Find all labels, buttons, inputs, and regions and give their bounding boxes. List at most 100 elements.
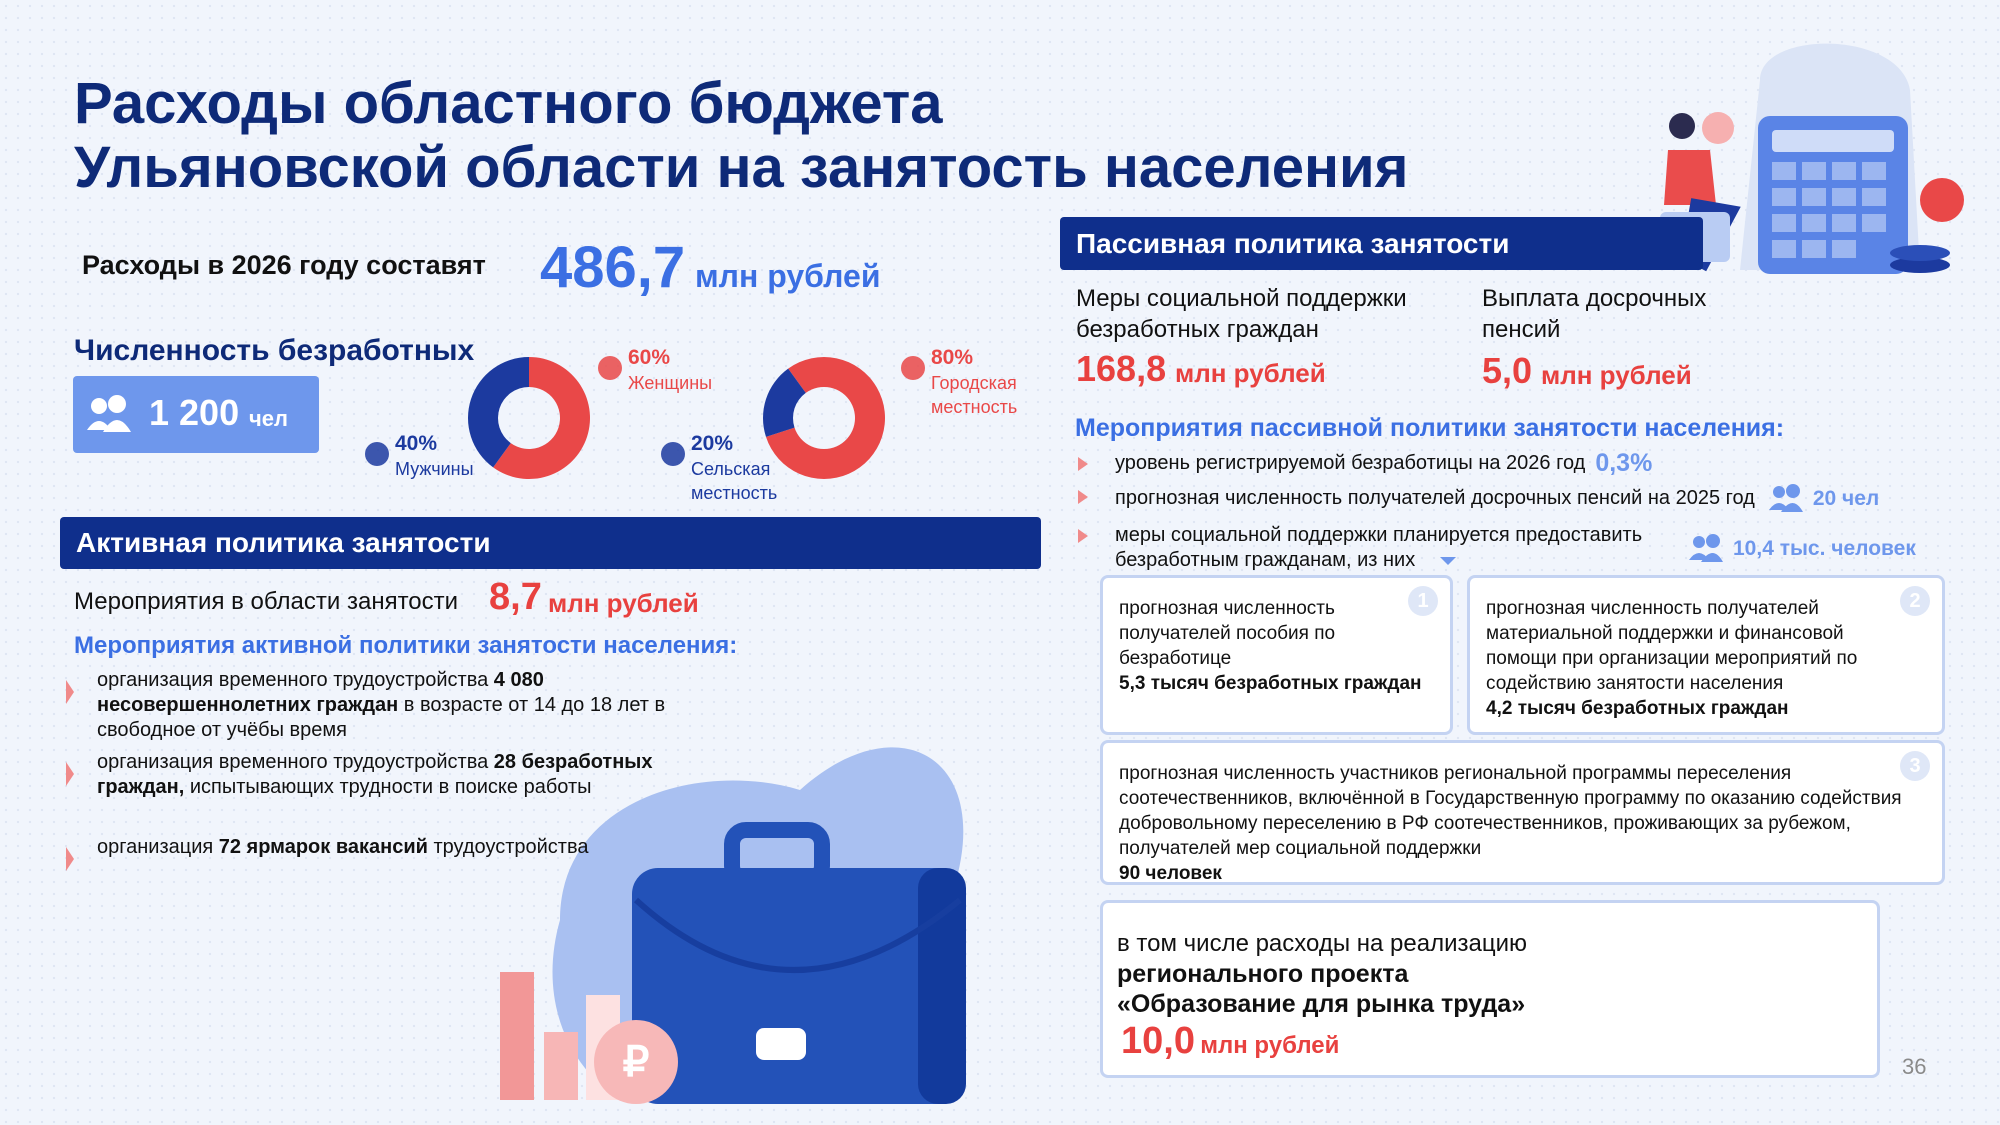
info-box: 3 прогнозная численность участников регио…	[1100, 740, 1945, 885]
bullet-text: организация временного трудоустройства	[97, 751, 494, 773]
bullet-text: испытывающих трудности в поиске работы	[184, 776, 592, 798]
lock	[756, 1028, 806, 1060]
support-unit: млн рублей	[1175, 358, 1326, 388]
box-text: прогнозная численность получателей пособ…	[1119, 598, 1336, 669]
bullet-text: трудоустройства	[427, 836, 589, 858]
coins	[1890, 257, 1950, 273]
donut-value: 60%	[628, 346, 671, 369]
bullet-marker	[1078, 529, 1088, 543]
pensions-unit: млн рублей	[1541, 360, 1692, 390]
bullet-marker	[66, 847, 74, 871]
total-value: 486,7	[540, 235, 686, 300]
pensions-value: 5,0	[1482, 350, 1533, 391]
bullet-marker	[1078, 490, 1088, 504]
donut-value: 80%	[931, 346, 974, 369]
coins	[1890, 245, 1950, 261]
count-unit: чел	[249, 406, 288, 431]
passive-row: уровень регистрируемой безработицы на 20…	[1115, 451, 1652, 476]
donut-label: Сельская местность	[691, 459, 778, 503]
passive-text: уровень регистрируемой безработицы на 20…	[1115, 452, 1586, 474]
project-value: 10,0	[1121, 1020, 1195, 1062]
donut-value: 40%	[395, 432, 438, 455]
bullet-text: 4 080 несовершеннолетних граждан	[97, 669, 544, 716]
project-text: в том числе расходы на реализацию	[1117, 930, 1527, 957]
coin-sign: ₽	[623, 1038, 650, 1085]
bullet-text: 72 ярмарок вакансий	[218, 836, 428, 858]
support-value: 168,8	[1076, 348, 1167, 389]
donut-value: 20%	[691, 432, 734, 455]
passive-row: меры социальной поддержки планируется пр…	[1115, 523, 1916, 573]
donut-label: Женщины	[628, 373, 713, 393]
bullet-text: организация временного трудоустройства	[97, 669, 494, 691]
bullet-marker	[66, 762, 74, 786]
active-heading: Активная политика занятости	[60, 517, 1041, 569]
project-title: «Образование для рынка труда»	[1117, 990, 1526, 1018]
active-measures-unit: млн рублей	[548, 588, 699, 618]
active-measures-label: Мероприятия в области занятости	[74, 588, 459, 615]
logo-name: НАЦИОНАЛЬНЫЕ ПРОЕКТЫ РОССИИ	[1756, 942, 1872, 987]
bullet-marker	[66, 680, 74, 704]
coin	[594, 1020, 678, 1104]
passive-subheading: Мероприятия пассивной политики занятости…	[1075, 414, 1785, 442]
person-body	[1664, 150, 1716, 205]
active-subheading: Мероприятия активной политики занятости …	[74, 632, 738, 659]
passive-value: 20 чел	[1812, 486, 1880, 510]
people-icon	[1768, 484, 1803, 512]
passive-heading: Пассивная политика занятости	[1060, 217, 1703, 270]
case	[632, 868, 962, 1104]
unemployed-title: Численность безработных	[74, 334, 475, 367]
project-box: в том числе расходы на реализацию регион…	[1100, 900, 1880, 1078]
logo-line: НАЦИОНАЛЬНЫЕ	[1756, 942, 1872, 957]
donut-icon	[901, 356, 925, 380]
bullet: организация 72 ярмарок вакансий трудоуст…	[97, 835, 697, 860]
title: Расходы областного бюджета	[74, 71, 943, 136]
count-box: 1 200 чел	[73, 376, 319, 453]
passive-text: прогнозная численность получателей досро…	[1115, 486, 1755, 509]
passive-text: меры социальной поддержки планируется пр…	[1115, 524, 1643, 571]
project-unit: млн рублей	[1200, 1032, 1340, 1059]
title: Ульяновской области на занятость населен…	[74, 135, 1409, 200]
bullet-text: организация	[97, 836, 219, 858]
donut-segment	[493, 356, 590, 479]
keys	[1772, 162, 1886, 258]
box-number: 1	[1408, 586, 1438, 616]
passive-value: 10,4 тыс. человек	[1733, 536, 1916, 560]
box-highlight: 5,3 тысяч безработных граждан	[1119, 673, 1422, 694]
passive-row: прогнозная численность получателей досро…	[1115, 484, 1879, 512]
arrow	[1440, 557, 1456, 565]
count-value: 1 200	[149, 392, 240, 433]
deco-bar	[500, 972, 534, 1100]
logo-line: РОССИИ	[1803, 972, 1860, 987]
donut-icon	[598, 356, 622, 380]
pensions-label: Выплата досрочных пенсий	[1482, 285, 1707, 343]
box-highlight: 4,2 тысяч безработных граждан	[1486, 698, 1789, 719]
info-box: 2 прогнозная численность получателей мате…	[1467, 575, 1945, 735]
people-icon	[1689, 534, 1723, 562]
donut-segment	[765, 356, 885, 479]
donut-label: Мужчины	[395, 459, 474, 479]
screen	[1772, 130, 1894, 152]
bullet-text: в возрасте от 14 до 18 лет в свободное о…	[97, 694, 666, 741]
coin	[1920, 178, 1964, 222]
total-label: Расходы в 2026 году составят	[82, 250, 486, 280]
box-text: прогнозная численность участников регион…	[1119, 763, 1902, 859]
box-text: прогнозная численность получателей матер…	[1486, 598, 1858, 694]
logo-line: ПРОЕКТЫ	[1794, 957, 1860, 972]
active-measures-value: 8,7	[489, 576, 542, 618]
donut-icon	[365, 442, 389, 466]
bullet: организация временного трудоустройства 2…	[97, 750, 697, 800]
donut-icon	[661, 442, 685, 466]
page-number: 36	[1902, 1054, 1927, 1079]
deco-bar	[544, 1032, 578, 1100]
project-title: регионального проекта	[1117, 960, 1409, 988]
support-label: Меры социальной поддержки безработных гр…	[1076, 285, 1407, 343]
flap	[633, 897, 962, 973]
box-number: 2	[1900, 586, 1930, 616]
bullet-text: 28 безработных граждан,	[97, 751, 653, 798]
passive-value: 0,3%	[1595, 449, 1653, 477]
donut-segment	[468, 357, 529, 468]
people-icon	[87, 395, 131, 432]
total-unit: млн рублей	[695, 258, 881, 294]
